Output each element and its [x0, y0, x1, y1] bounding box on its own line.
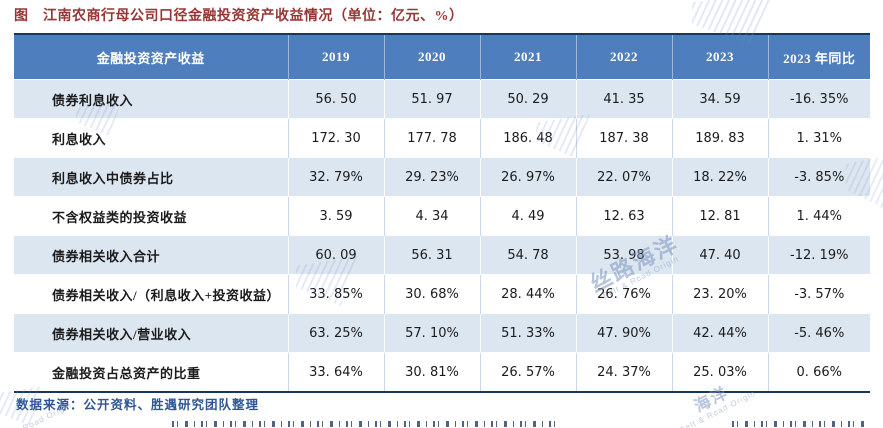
table-row: 不含权益类的投资收益 3. 59 4. 34 4. 49 12. 63 12. … [14, 196, 870, 236]
cell: 177. 78 [383, 118, 480, 158]
cell: 187. 38 [575, 118, 672, 158]
column-header-2020: 2020 [383, 34, 480, 80]
cell: 186. 48 [479, 118, 576, 158]
row-label: 债券相关收入合计 [52, 248, 161, 264]
cell: -5. 46% [767, 313, 870, 353]
column-header-2023: 2023 [671, 34, 768, 80]
financial-investment-table: 金融投资资产收益 2019 2020 2021 2022 2023 2023 年… [14, 33, 870, 393]
table-row: 利息收入 172. 30 177. 78 186. 48 187. 38 189… [14, 118, 870, 158]
row-label: 利息收入中债券占比 [52, 170, 174, 186]
cell: 4. 34 [383, 196, 480, 236]
cell: 189. 83 [671, 118, 768, 158]
cell: -3. 57% [767, 274, 870, 314]
row-label: 不含权益类的投资收益 [52, 209, 188, 225]
cell: 53. 98 [575, 235, 672, 275]
cell: 57. 10% [383, 313, 480, 353]
cell: 18. 22% [671, 157, 768, 197]
cell: -3. 85% [767, 157, 870, 197]
cell: 12. 81 [671, 196, 768, 236]
clipped-text-remnant [172, 421, 562, 427]
row-label: 金融投资占总资产的比重 [52, 365, 201, 381]
cell: 3. 59 [287, 196, 384, 236]
table-row: 金融投资占总资产的比重 33. 64% 30. 81% 26. 57% 24. … [14, 352, 870, 392]
cell: 54. 78 [479, 235, 576, 275]
cell: 30. 68% [383, 274, 480, 314]
column-header-yoy: 2023 年同比 [767, 34, 870, 80]
cell: 47. 90% [575, 313, 672, 353]
cell: 4. 49 [479, 196, 576, 236]
data-source-note: 数据来源：公开资料、胜遇研究团队整理 [16, 398, 260, 412]
row-label: 利息收入 [52, 131, 107, 147]
cell: 56. 31 [383, 235, 480, 275]
cell: 50. 29 [479, 79, 576, 119]
cell: 33. 85% [287, 274, 384, 314]
cell: 26. 76% [575, 274, 672, 314]
cell: 42. 44% [671, 313, 768, 353]
cell: 34. 59 [671, 79, 768, 119]
cell: 1. 44% [767, 196, 870, 236]
cell: -12. 19% [767, 235, 870, 275]
column-header-metric: 金融投资资产收益 [14, 34, 288, 80]
cell: 30. 81% [383, 352, 480, 392]
cell: 29. 23% [383, 157, 480, 197]
column-header-2021: 2021 [479, 34, 576, 80]
cell: 51. 33% [479, 313, 576, 353]
figure-caption: 图 江南农商行母公司口径金融投资资产收益情况（单位：亿元、%） [14, 9, 464, 24]
table-row: 债券相关收入合计 60. 09 56. 31 54. 78 53. 98 47.… [14, 235, 870, 275]
cell: 60. 09 [287, 235, 384, 275]
row-label: 债券相关收入/营业收入 [52, 326, 192, 342]
table-row: 债券相关收入/营业收入 63. 25% 57. 10% 51. 33% 47. … [14, 313, 870, 353]
cell: 25. 03% [671, 352, 768, 392]
cell: 26. 57% [479, 352, 576, 392]
cell: 12. 63 [575, 196, 672, 236]
cell: -16. 35% [767, 79, 870, 119]
table-row: 债券利息收入 56. 50 51. 97 50. 29 41. 35 34. 5… [14, 79, 870, 119]
row-label: 债券相关收入/（利息收入+投资收益） [52, 287, 281, 303]
cell: 28. 44% [479, 274, 576, 314]
row-label: 债券利息收入 [52, 92, 134, 108]
cell: 33. 64% [287, 352, 384, 392]
clipped-text-remnant [732, 421, 864, 427]
cell: 172. 30 [287, 118, 384, 158]
cell: 26. 97% [479, 157, 576, 197]
cell: 51. 97 [383, 79, 480, 119]
header-row: 金融投资资产收益 2019 2020 2021 2022 2023 2023 年… [14, 34, 870, 80]
column-header-2022: 2022 [575, 34, 672, 80]
cell: 22. 07% [575, 157, 672, 197]
table-header: 金融投资资产收益 2019 2020 2021 2022 2023 2023 年… [14, 34, 870, 80]
cell: 0. 66% [767, 352, 870, 392]
cell: 56. 50 [287, 79, 384, 119]
table-row: 利息收入中债券占比 32. 79% 29. 23% 26. 97% 22. 07… [14, 157, 870, 197]
table-row: 债券相关收入/（利息收入+投资收益） 33. 85% 30. 68% 28. 4… [14, 274, 870, 314]
cell: 47. 40 [671, 235, 768, 275]
cell: 41. 35 [575, 79, 672, 119]
cell: 32. 79% [287, 157, 384, 197]
cell: 24. 37% [575, 352, 672, 392]
cell: 1. 31% [767, 118, 870, 158]
cell: 63. 25% [287, 313, 384, 353]
cell: 23. 20% [671, 274, 768, 314]
column-header-2019: 2019 [287, 34, 384, 80]
